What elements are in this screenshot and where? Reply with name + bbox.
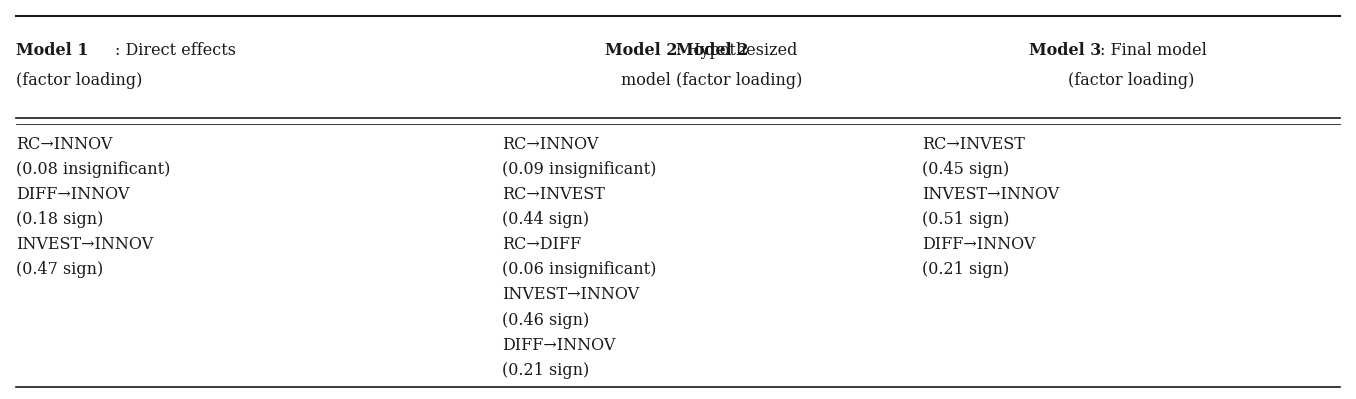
Text: (0.47 sign): (0.47 sign) — [16, 261, 103, 279]
Text: (factor loading): (factor loading) — [1067, 72, 1195, 89]
Text: RC→INNOV: RC→INNOV — [502, 136, 598, 153]
Text: (0.18 sign): (0.18 sign) — [16, 211, 103, 228]
Text: INVEST→INNOV: INVEST→INNOV — [16, 236, 153, 253]
Text: Model 2: Model 2 — [605, 42, 678, 59]
Text: (0.46 sign): (0.46 sign) — [502, 312, 589, 329]
Text: (0.08 insignificant): (0.08 insignificant) — [16, 161, 171, 178]
Text: RC→INVEST: RC→INVEST — [502, 186, 605, 203]
Text: : Direct effects: : Direct effects — [115, 42, 236, 59]
Text: (0.44 sign): (0.44 sign) — [502, 211, 589, 228]
Text: Model 1: Model 1 — [16, 42, 88, 59]
Text: (factor loading): (factor loading) — [16, 72, 142, 89]
Text: (0.06 insignificant): (0.06 insignificant) — [502, 261, 656, 279]
Text: DIFF→INNOV: DIFF→INNOV — [16, 186, 130, 203]
Text: DIFF→INNOV: DIFF→INNOV — [922, 236, 1036, 253]
Text: (0.21 sign): (0.21 sign) — [922, 261, 1009, 279]
Text: Model 2: Model 2 — [675, 42, 749, 59]
Text: RC→DIFF: RC→DIFF — [502, 236, 580, 253]
Text: Model 2: Hypothesized: Model 2: Hypothesized — [618, 42, 805, 59]
Text: DIFF→INNOV: DIFF→INNOV — [502, 337, 616, 354]
Text: INVEST→INNOV: INVEST→INNOV — [502, 286, 639, 304]
Text: model (factor loading): model (factor loading) — [621, 72, 803, 89]
Text: : Hypothesized: : Hypothesized — [677, 42, 797, 59]
Text: Model 3: Model 3 — [1029, 42, 1101, 59]
Text: (0.45 sign): (0.45 sign) — [922, 161, 1009, 178]
Text: (0.09 insignificant): (0.09 insignificant) — [502, 161, 656, 178]
Text: RC→INVEST: RC→INVEST — [922, 136, 1025, 153]
Text: (0.51 sign): (0.51 sign) — [922, 211, 1009, 228]
Text: (0.21 sign): (0.21 sign) — [502, 362, 589, 379]
Text: INVEST→INNOV: INVEST→INNOV — [922, 186, 1059, 203]
Text: RC→INNOV: RC→INNOV — [16, 136, 113, 153]
Text: : Final model: : Final model — [1101, 42, 1207, 59]
